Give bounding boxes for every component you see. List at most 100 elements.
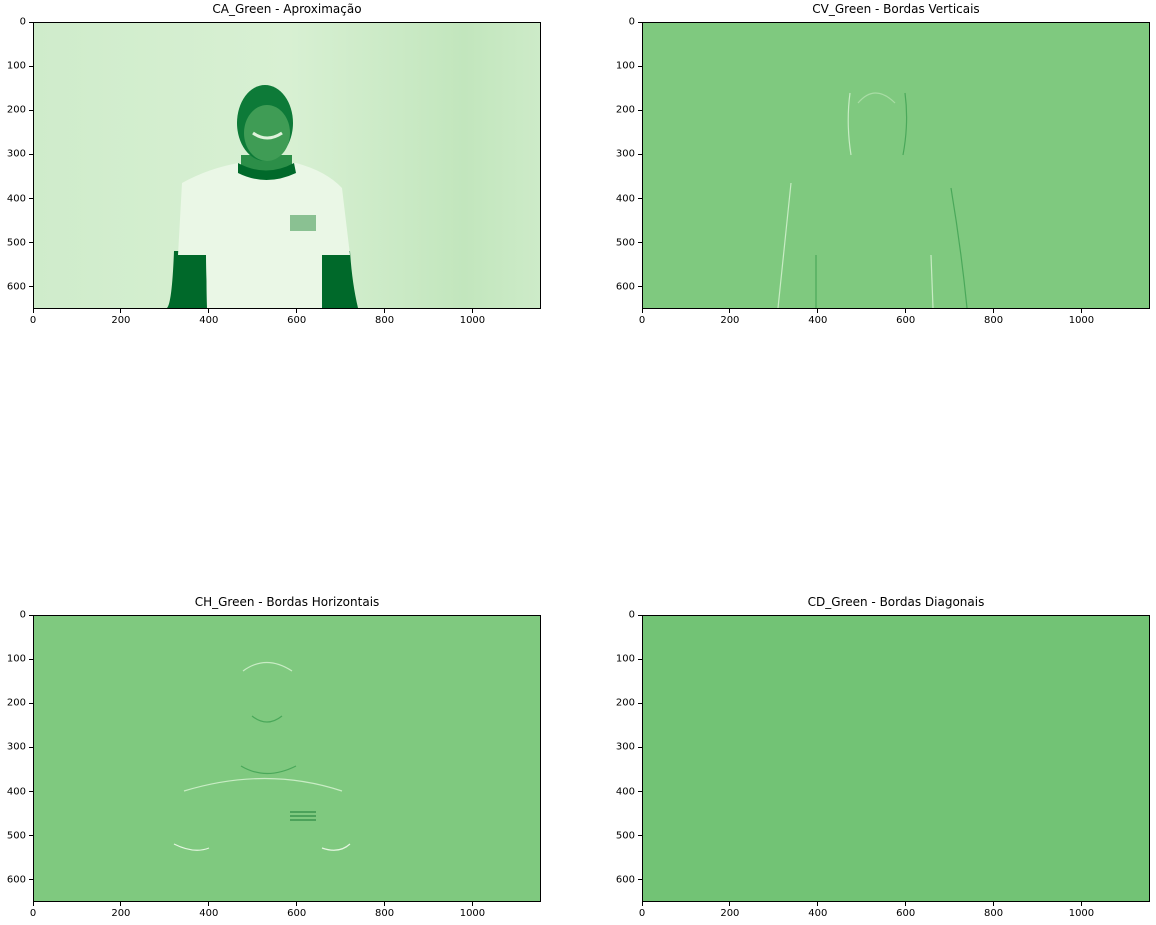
panel-title: CA_Green - Aproximação: [212, 2, 362, 16]
x-tick-label: 800: [984, 908, 1004, 919]
x-tick-label: 600: [896, 908, 916, 919]
y-tick-mark: [638, 65, 642, 67]
panel-ch-green: CH_Green - Bordas Horizontais 0 200 400 600…: [7, 595, 541, 919]
y-tick-label: 200: [615, 697, 635, 709]
x-tick-mark: [471, 902, 473, 906]
plot-area: [33, 615, 541, 902]
y-tick-label: 200: [6, 697, 26, 709]
x-tick-label: 200: [720, 908, 740, 919]
x-tick-label: 400: [808, 908, 828, 919]
x-tick-label: 1000: [459, 908, 486, 919]
x-tick-label: 0: [29, 908, 37, 919]
y-tick-label: 100: [6, 653, 26, 665]
y-tick-mark: [29, 658, 33, 660]
y-tick-mark: [638, 746, 642, 748]
panel-cv-green: CV_Green - Bordas Verticais 0 200 400 600 80…: [616, 2, 1150, 326]
x-tick-mark: [993, 902, 995, 906]
y-tick-mark: [29, 21, 33, 23]
y-tick-label: 200: [615, 104, 635, 116]
x-tick-mark: [32, 902, 34, 906]
y-tick-label: 500: [615, 237, 635, 249]
panel-ca-green: CA_Green - Aproximação: [7, 2, 541, 326]
x-tick-mark: [120, 902, 122, 906]
y-tick-label: 400: [615, 786, 635, 798]
y-tick-mark: [29, 242, 33, 244]
x-tick-label: 1000: [1068, 908, 1095, 919]
horizontal-edges-image: [34, 616, 540, 901]
y-tick-label: 500: [615, 830, 635, 842]
x-tick-label: 600: [287, 908, 307, 919]
x-tick-mark: [641, 902, 643, 906]
x-tick-mark: [296, 902, 298, 906]
y-tick-label: 300: [6, 741, 26, 753]
y-tick-label: 100: [615, 653, 635, 665]
x-tick-mark: [120, 309, 122, 313]
x-tick-label: 800: [984, 315, 1004, 326]
y-tick-label: 0: [19, 609, 26, 621]
y-tick-mark: [29, 286, 33, 288]
y-tick-mark: [638, 835, 642, 837]
y-tick-mark: [638, 286, 642, 288]
x-tick-label: 400: [199, 315, 219, 326]
x-tick-label: 200: [111, 315, 131, 326]
x-tick-label: 400: [199, 908, 219, 919]
x-tick-label: 1000: [459, 315, 486, 326]
x-tick-label: 400: [808, 315, 828, 326]
y-tick-mark: [29, 198, 33, 200]
x-tick-label: 600: [287, 315, 307, 326]
x-tick-label: 0: [638, 908, 646, 919]
y-tick-mark: [638, 198, 642, 200]
x-tick-mark: [32, 309, 34, 313]
y-tick-label: 300: [615, 148, 635, 160]
y-tick-label: 600: [615, 281, 635, 293]
x-tick-label: 0: [638, 315, 646, 326]
x-tick-label: 1000: [1068, 315, 1095, 326]
x-tick-mark: [384, 902, 386, 906]
plot-area: [33, 22, 541, 309]
y-tick-mark: [638, 109, 642, 111]
x-tick-mark: [905, 902, 907, 906]
y-tick-label: 100: [6, 60, 26, 72]
x-tick-mark: [729, 902, 731, 906]
y-tick-mark: [638, 702, 642, 704]
panel-title: CV_Green - Bordas Verticais: [812, 2, 980, 16]
x-tick-label: 0: [29, 315, 37, 326]
y-tick-label: 500: [6, 237, 26, 249]
y-tick-label: 600: [6, 874, 26, 886]
y-tick-mark: [638, 614, 642, 616]
y-tick-label: 300: [6, 148, 26, 160]
panel-title: CD_Green - Bordas Diagonais: [807, 595, 985, 609]
y-tick-label: 200: [6, 104, 26, 116]
x-tick-mark: [384, 309, 386, 313]
y-tick-mark: [29, 614, 33, 616]
y-tick-mark: [29, 879, 33, 881]
x-tick-mark: [208, 309, 210, 313]
y-tick-mark: [638, 21, 642, 23]
x-tick-mark: [905, 309, 907, 313]
vertical-edges-image: [643, 23, 1149, 308]
y-tick-label: 0: [628, 609, 635, 621]
y-tick-mark: [29, 746, 33, 748]
y-tick-mark: [29, 109, 33, 111]
x-tick-label: 800: [375, 315, 395, 326]
x-tick-mark: [1080, 902, 1082, 906]
y-tick-label: 500: [6, 830, 26, 842]
y-tick-mark: [29, 702, 33, 704]
x-tick-mark: [208, 902, 210, 906]
approximation-image: [34, 23, 540, 308]
y-tick-mark: [29, 791, 33, 793]
y-tick-label: 600: [615, 874, 635, 886]
y-tick-label: 100: [615, 60, 635, 72]
panel-title: CH_Green - Bordas Horizontais: [194, 595, 380, 609]
y-tick-mark: [638, 658, 642, 660]
plot-area: [642, 22, 1150, 309]
y-tick-mark: [638, 242, 642, 244]
x-tick-mark: [641, 309, 643, 313]
x-tick-mark: [296, 309, 298, 313]
y-tick-label: 400: [6, 193, 26, 205]
y-tick-label: 400: [6, 786, 26, 798]
x-tick-label: 200: [111, 908, 131, 919]
panel-cd-green: CD_Green - Bordas Diagonais 0 200 400 600 80…: [616, 595, 1150, 919]
y-tick-mark: [638, 879, 642, 881]
plot-area: [642, 615, 1150, 902]
